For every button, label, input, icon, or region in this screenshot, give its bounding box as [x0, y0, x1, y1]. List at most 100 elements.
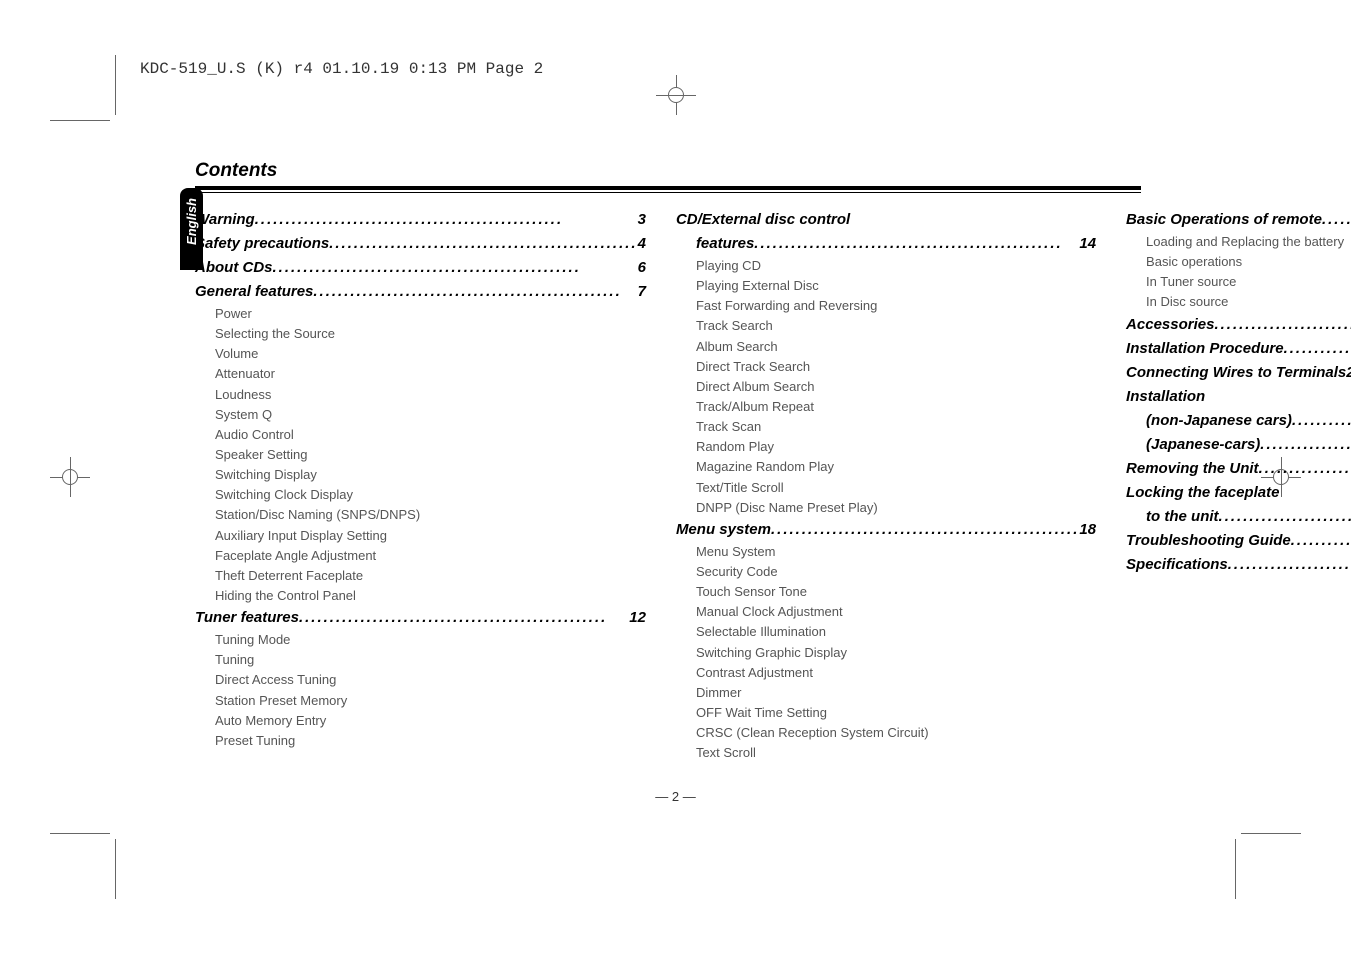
crop-mark-top — [661, 80, 691, 110]
toc-item: Contrast Adjustment — [696, 663, 1096, 683]
toc-dots: ........................................… — [1291, 529, 1351, 553]
toc-dots: ........................................… — [1322, 208, 1351, 232]
toc-item: Hiding the Control Panel — [215, 586, 646, 606]
toc-item: Menu System — [696, 542, 1096, 562]
toc-section-heading: About CDs...............................… — [195, 256, 646, 280]
toc-item: CRSC (Clean Reception System Circuit) — [696, 723, 1096, 743]
crop-mark-left — [55, 462, 85, 492]
toc-page-number: 14 — [1079, 232, 1096, 256]
toc-dots: ........................................… — [1284, 337, 1351, 361]
toc-item: Switching Clock Display — [215, 485, 646, 505]
toc-dots: ........................................… — [1214, 313, 1351, 337]
toc-dots: ........................................… — [1260, 433, 1351, 457]
toc-item: Text Scroll — [696, 743, 1096, 763]
crop-corner — [50, 833, 110, 834]
toc-page-number: 6 — [638, 256, 646, 280]
toc-item: Switching Graphic Display — [696, 643, 1096, 663]
toc-dots: ........................................… — [1219, 505, 1351, 529]
toc-section-heading: (non-Japanese cars) ....................… — [1126, 409, 1351, 433]
toc-item: Theft Deterrent Faceplate — [215, 566, 646, 586]
toc-item: Station Preset Memory — [215, 691, 646, 711]
toc-item: Tuning — [215, 650, 646, 670]
toc-page-number: 24 — [1346, 361, 1351, 385]
toc-item: DNPP (Disc Name Preset Play) — [696, 498, 1096, 518]
toc-item: Selectable Illumination — [696, 622, 1096, 642]
crop-corner — [50, 120, 110, 121]
toc-dots: ........................................… — [313, 280, 637, 304]
toc-item: Fast Forwarding and Reversing — [696, 296, 1096, 316]
toc-section-title: Installation Procedure — [1126, 337, 1284, 361]
toc-section-title: Specifications — [1126, 553, 1228, 577]
toc-item: Attenuator — [215, 364, 646, 384]
toc-item: Text/Title Scroll — [696, 478, 1096, 498]
toc-section-title: (Japanese-cars) — [1146, 433, 1260, 457]
toc-section-heading: features ...............................… — [676, 232, 1096, 256]
toc-items: Loading and Replacing the batteryBasic o… — [1126, 232, 1351, 313]
toc-dots: ........................................… — [255, 208, 638, 232]
toc-section-heading: Specifications .........................… — [1126, 553, 1351, 577]
toc-item: Album Search — [696, 337, 1096, 357]
toc-section-heading: Removing the Unit.......................… — [1126, 457, 1351, 481]
toc-dots: ........................................… — [1292, 409, 1351, 433]
toc-item: Track Search — [696, 316, 1096, 336]
toc-section-title: features — [696, 232, 754, 256]
toc-section-heading: Basic Operations of remote..............… — [1126, 208, 1351, 232]
toc-section-heading: Menu system.............................… — [676, 518, 1096, 542]
title-rule-thin — [195, 192, 1141, 193]
toc-section-title: Connecting Wires to Terminals — [1126, 361, 1346, 385]
toc-dots: ........................................… — [1259, 457, 1351, 481]
toc-section-heading: General features .......................… — [195, 280, 646, 304]
toc-item: Auto Memory Entry — [215, 711, 646, 731]
toc-section-heading: Locking the faceplate — [1126, 481, 1351, 505]
toc-item: Power — [215, 304, 646, 324]
toc-item: Speaker Setting — [215, 445, 646, 465]
toc-dots: ........................................… — [299, 606, 629, 630]
toc-section-title: to the unit — [1146, 505, 1218, 529]
toc-column-3: Basic Operations of remote..............… — [1126, 208, 1351, 763]
toc-dots: ........................................… — [273, 256, 638, 280]
toc-section-heading: Troubleshooting Guide ..................… — [1126, 529, 1351, 553]
toc-item: Touch Sensor Tone — [696, 582, 1096, 602]
toc-item: In Tuner source — [1146, 272, 1351, 292]
toc-item: Selecting the Source — [215, 324, 646, 344]
toc-section-heading: to the unit ............................… — [1126, 505, 1351, 529]
toc-dots: ........................................… — [771, 518, 1079, 542]
toc-column-1: Warning ................................… — [195, 208, 646, 763]
toc-dots: ........................................… — [754, 232, 1079, 256]
toc-section-heading: CD/External disc control — [676, 208, 1096, 232]
toc-page-number: 18 — [1079, 518, 1096, 542]
toc-item: Track/Album Repeat — [696, 397, 1096, 417]
toc-page-number: 12 — [629, 606, 646, 630]
toc-column-2: CD/External disc controlfeatures .......… — [676, 208, 1096, 763]
toc-item: Dimmer — [696, 683, 1096, 703]
toc-section-title: About CDs — [195, 256, 273, 280]
crop-corner — [115, 839, 116, 899]
toc-item: Faceplate Angle Adjustment — [215, 546, 646, 566]
toc-item: Random Play — [696, 437, 1096, 457]
toc-section-title: Warning — [195, 208, 255, 232]
toc-section-title: Menu system — [676, 518, 771, 542]
crop-corner — [1241, 833, 1301, 834]
toc-item: Loading and Replacing the battery — [1146, 232, 1351, 252]
language-tab: English — [180, 188, 203, 270]
toc-section-title: Tuner features — [195, 606, 299, 630]
toc-item: Security Code — [696, 562, 1096, 582]
print-header: KDC-519_U.S (K) r4 01.10.19 0:13 PM Page… — [140, 60, 543, 78]
toc-columns: Warning ................................… — [195, 208, 1141, 763]
toc-section-title: General features — [195, 280, 313, 304]
toc-items: Playing CDPlaying External DiscFast Forw… — [676, 256, 1096, 518]
toc-item: System Q — [215, 405, 646, 425]
page-title: Contents — [195, 160, 1141, 182]
toc-item: Magazine Random Play — [696, 457, 1096, 477]
toc-section-heading: Connecting Wires to Terminals 24 — [1126, 361, 1351, 385]
toc-page-number: 3 — [638, 208, 646, 232]
toc-section-heading: Tuner features..........................… — [195, 606, 646, 630]
toc-dots: ........................................… — [1228, 553, 1351, 577]
toc-section-heading: Installation Procedure .................… — [1126, 337, 1351, 361]
toc-page-number: 7 — [638, 280, 646, 304]
toc-item: Loudness — [215, 385, 646, 405]
toc-section-heading: Warning ................................… — [195, 208, 646, 232]
toc-section-title: Accessories — [1126, 313, 1214, 337]
toc-section-heading: Installation — [1126, 385, 1351, 409]
toc-item: Playing External Disc — [696, 276, 1096, 296]
